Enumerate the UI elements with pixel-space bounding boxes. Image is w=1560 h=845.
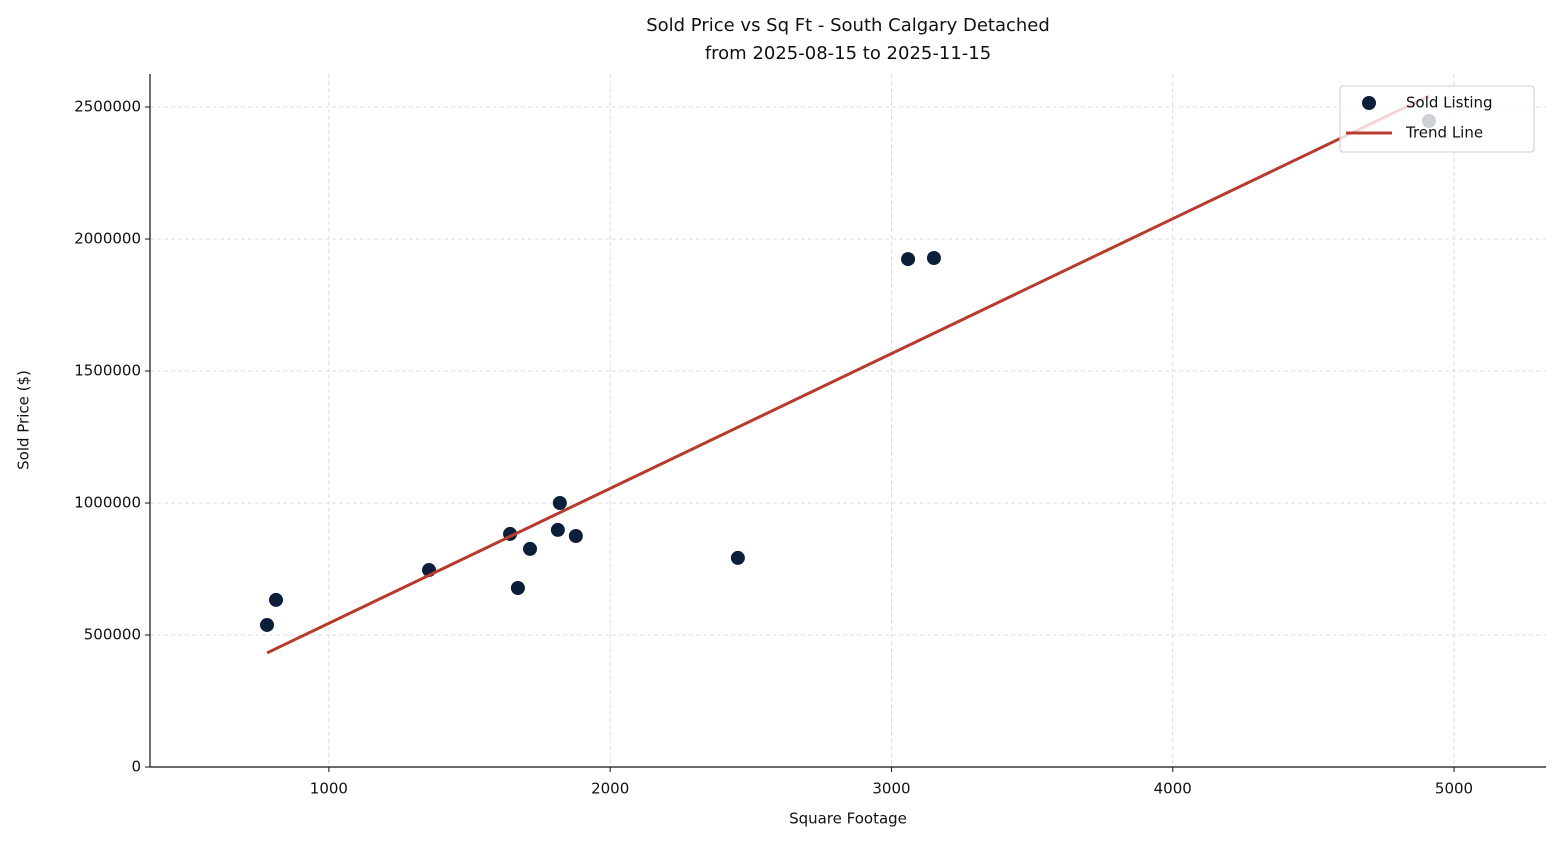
data-point	[550, 522, 565, 537]
y-tick-label: 2000000	[74, 230, 141, 248]
x-tick-label: 5000	[1435, 780, 1473, 798]
x-tick-label: 3000	[872, 780, 910, 798]
grid	[150, 74, 1546, 768]
x-tick-label: 1000	[310, 780, 348, 798]
y-tick-label: 1000000	[74, 494, 141, 512]
legend-swatch	[1362, 96, 1376, 110]
data-point	[730, 550, 745, 565]
data-point	[260, 617, 275, 632]
data-point	[568, 529, 583, 543]
chart-title: Sold Price vs Sq Ft - South Calgary Deta…	[646, 15, 1050, 36]
y-tick-label: 500000	[84, 626, 141, 644]
x-tick-label: 4000	[1154, 780, 1192, 798]
trend-line	[266, 94, 1430, 655]
plot-area	[260, 94, 1436, 655]
legend-label: Sold Listing	[1406, 94, 1493, 112]
y-tick-label: 0	[131, 758, 141, 776]
data-point	[926, 251, 941, 266]
legend: Sold Listing Trend Line	[1339, 85, 1535, 153]
y-tick-label: 2500000	[74, 98, 141, 116]
x-axis-label: Square Footage	[789, 810, 907, 828]
data-point	[510, 581, 525, 596]
chart-subtitle: from 2025-08-15 to 2025-11-15	[705, 43, 991, 64]
data-point	[269, 592, 284, 607]
y-tick-label: 1500000	[74, 362, 141, 380]
data-point	[523, 541, 538, 556]
legend-label: Trend Line	[1405, 124, 1483, 142]
data-point	[901, 252, 916, 267]
data-point	[552, 496, 567, 510]
x-tick-label: 2000	[591, 780, 629, 798]
legend-box	[1339, 85, 1535, 153]
y-axis-label: Sold Price ($)	[15, 370, 33, 470]
